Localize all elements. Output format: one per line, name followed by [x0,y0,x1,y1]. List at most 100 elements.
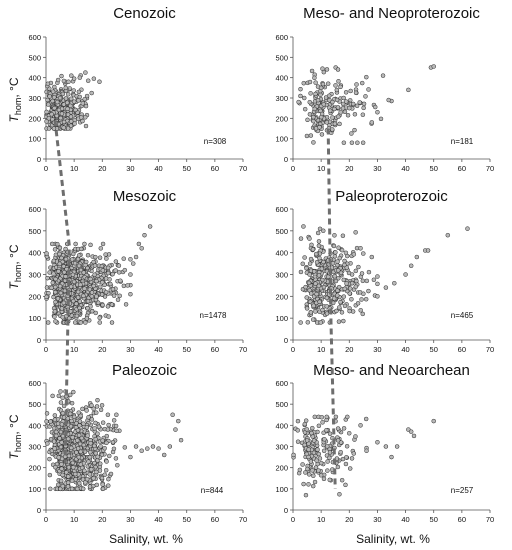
data-point [100,302,105,308]
data-point [69,73,74,78]
data-point [315,447,320,452]
data-point [85,305,90,311]
data-point [343,250,349,256]
data-point [321,448,327,454]
data-point [78,413,83,419]
data-point [338,299,343,305]
data-point [308,91,313,96]
data-point [308,310,314,315]
data-point [83,320,88,325]
data-point [103,276,109,281]
data-point [123,302,129,307]
data-point [99,403,105,408]
data-point [68,284,74,289]
x-tick-label: 70 [239,164,247,173]
data-point [73,471,78,477]
data-point [51,271,56,276]
data-point [341,277,347,283]
data-point [176,418,181,424]
data-point [116,270,122,275]
data-point [342,286,347,292]
data-point [136,241,142,247]
data-point [58,444,64,450]
data-point [105,265,111,271]
data-point [64,470,69,475]
y-tick-label: 0 [37,336,41,345]
data-point [431,64,436,69]
data-point [89,403,94,408]
data-point [308,133,314,138]
data-point [333,278,339,284]
data-point [106,422,111,428]
data-point [319,266,325,271]
data-point [302,255,307,260]
data-point [343,90,349,95]
data-point [60,472,66,478]
data-point [355,301,361,306]
y-axis-label-top-unit: , °C [7,77,21,97]
data-point [338,84,343,90]
data-point [335,259,340,264]
data-point [105,427,111,432]
data-point [55,241,60,247]
x-tick-label: 20 [345,345,353,354]
data-point [77,419,83,424]
x-tick-label: 40 [401,515,409,524]
data-point [359,297,364,302]
data-point [51,258,57,264]
y-tick-label: 100 [28,485,41,494]
data-point [92,263,98,268]
data-point [295,439,301,444]
data-point [324,414,329,420]
data-point [63,274,68,279]
data-point [96,424,102,429]
y-axis-label-middle-symbol: T [7,281,21,290]
scatter-points [291,414,436,498]
data-point [317,226,323,232]
data-point [325,459,330,464]
data-point [113,456,119,461]
data-point [111,418,117,423]
mean-salinity-trend-line [53,120,71,464]
data-point [97,255,103,260]
y-tick-label: 500 [275,227,288,236]
data-point [75,289,81,295]
data-point [100,438,105,443]
chart-panel: Cenozoic 0 100 200 300 400 500 600 0 10 20 30 40 50 60… [28,5,247,173]
data-point [77,94,83,100]
data-point [52,413,58,418]
data-point [316,273,322,278]
data-point [347,308,352,314]
data-point [298,236,304,241]
y-tick-label: 300 [275,94,288,103]
data-point [56,269,61,274]
data-point [53,289,58,295]
data-point [321,69,327,75]
data-point [81,270,86,275]
sample-count-label: n=308 [204,137,227,146]
data-point [378,116,384,122]
data-point [77,481,82,486]
data-point [109,320,115,325]
y-tick-label: 0 [284,336,288,345]
data-point [88,276,93,282]
data-point [53,319,58,324]
data-point [87,287,93,292]
data-point [94,404,100,409]
data-point [173,427,178,432]
data-point [97,461,103,466]
data-point [52,417,58,422]
y-tick-label: 200 [28,114,41,123]
y-axis-label-middle: Thom, °C [7,244,23,289]
chart-title: Paleozoic [112,362,178,379]
data-point [125,283,130,288]
y-tick-label: 600 [275,379,288,388]
data-point [312,414,318,420]
data-point [335,464,341,470]
data-point [95,454,100,460]
data-point [324,304,329,309]
data-point [314,259,320,265]
x-tick-label: 10 [317,345,325,354]
data-point [325,81,331,86]
x-tick-label: 30 [373,515,381,524]
